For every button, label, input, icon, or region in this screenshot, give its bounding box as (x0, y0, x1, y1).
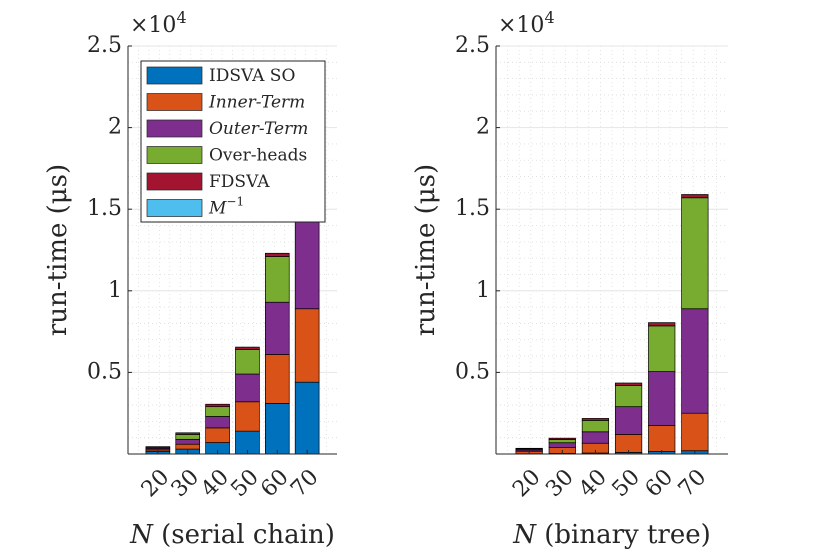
legend-label: IDSVA SO (209, 66, 295, 86)
bar-segment-60-2 (265, 354, 289, 403)
bar-segment-60-3 (648, 372, 675, 426)
y-tick-label: 1 (108, 278, 122, 303)
bar-segment-60-1 (265, 403, 289, 454)
bar-segment-20-5 (146, 447, 170, 448)
y-tick-label: 0.5 (87, 359, 122, 384)
bar-segment-60-4 (265, 257, 289, 303)
bar-segment-40-3 (582, 432, 609, 443)
bar-segment-60-4 (648, 326, 675, 372)
bar-segment-50-4 (615, 385, 642, 406)
bar-segment-40-4 (582, 420, 609, 431)
legend-swatch (147, 67, 202, 84)
x-tick-label: 20 (508, 465, 545, 502)
y-tick-label: 2 (108, 115, 122, 140)
y-tick-label: 2.5 (455, 33, 490, 58)
bar-segment-40-2 (206, 428, 230, 443)
legend-label: Outer-Term (209, 119, 308, 139)
bar-segment-70-2 (295, 309, 319, 382)
bar-segment-30-2 (176, 444, 200, 449)
y-tick-label: 2 (476, 115, 490, 140)
bar-segment-20-5 (516, 448, 543, 449)
legend-label: Over-heads (209, 145, 307, 165)
x-axis-label: N (serial chain) (129, 520, 335, 550)
bar-segment-60-3 (265, 302, 289, 354)
bar-segment-70-5 (682, 195, 709, 198)
legend: IDSVA SO Inner-Term Outer-Term Over-heads FD… (141, 61, 325, 222)
bar-segment-50-4 (235, 350, 259, 374)
bar-segment-30-5 (549, 438, 576, 439)
y-axis-label: run-time (μs) (411, 164, 441, 336)
y-axis-label: run-time (μs) (43, 164, 73, 336)
bar-segment-30-5 (176, 433, 200, 435)
bar-segment-70-3 (682, 309, 709, 413)
y-tick-label: 1.5 (87, 196, 122, 221)
bar-segment-30-4 (549, 439, 576, 442)
legend-swatch (147, 120, 202, 137)
bar-segment-70-4 (682, 198, 709, 309)
x-tick-label: 60 (641, 465, 678, 502)
bar-segment-60-5 (265, 253, 289, 256)
bar-segment-40-4 (206, 407, 230, 417)
x-tick-label: 40 (574, 465, 611, 502)
y-exponent-label: ×104 (498, 8, 555, 38)
bar-segment-30-4 (176, 434, 200, 439)
x-tick-label: 30 (541, 465, 578, 502)
bar-segment-50-5 (235, 347, 259, 349)
x-tick-label: 50 (608, 465, 645, 502)
bar-segment-50-2 (615, 434, 642, 452)
legend-swatch (147, 173, 202, 190)
bar-segment-50-2 (235, 402, 259, 431)
legend-swatch (147, 200, 202, 217)
y-tick-label: 1.5 (455, 196, 490, 221)
bar-segment-70-1 (295, 382, 319, 454)
y-tick-label: 2.5 (87, 33, 122, 58)
bar-segment-50-3 (615, 407, 642, 435)
x-axis-label: N (binary tree) (512, 520, 711, 550)
x-tick-label: 70 (286, 465, 323, 502)
bar-segment-30-3 (549, 443, 576, 448)
bar-segment-40-3 (206, 416, 230, 427)
legend-label: Inner-Term (208, 92, 305, 112)
bar-segment-60-2 (648, 425, 675, 451)
bar-segment-30-3 (176, 439, 200, 444)
y-tick-label: 1 (476, 278, 490, 303)
bar-segment-60-5 (648, 323, 675, 326)
bar-segment-40-5 (582, 418, 609, 420)
y-exponent-label: ×104 (130, 8, 187, 38)
bar-segment-40-5 (206, 404, 230, 406)
legend-swatch (147, 147, 202, 164)
bar-segment-50-3 (235, 374, 259, 402)
y-tick-label: 0.5 (455, 359, 490, 384)
x-tick-label: 70 (674, 465, 711, 502)
legend-label: FDSVA (209, 172, 270, 192)
legend-swatch (147, 94, 202, 111)
bar-segment-70-2 (682, 413, 709, 451)
bar-segment-50-5 (615, 383, 642, 385)
